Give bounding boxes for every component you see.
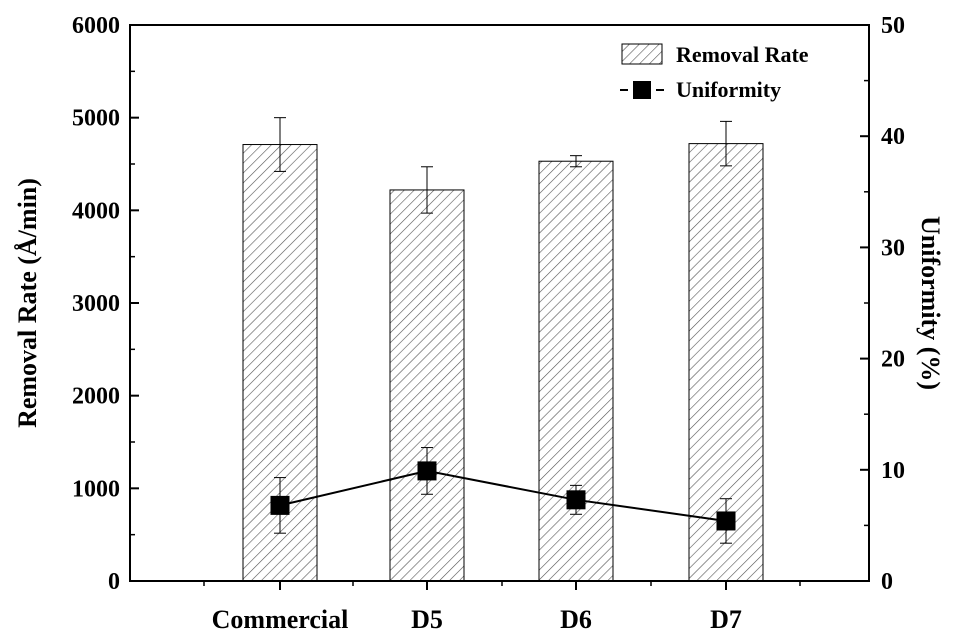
right-tick-label: 0 <box>881 569 893 595</box>
left-tick-label: 0 <box>108 569 120 595</box>
right-tick-label: 30 <box>881 235 905 261</box>
left-tick-label: 6000 <box>72 13 120 39</box>
left-axis-title: Removal Rate (Å/min) <box>13 178 42 428</box>
right-tick-label: 10 <box>881 458 905 484</box>
left-tick-label: 1000 <box>72 476 120 502</box>
bars-layer <box>242 117 764 582</box>
category-label-commercial: Commercial <box>212 605 349 634</box>
right-axis-title: Uniformity (%) <box>916 216 945 390</box>
legend-removal-rate-label: Removal Rate <box>676 42 809 67</box>
left-tick-label: 4000 <box>72 198 120 224</box>
uniformity-point-d7 <box>716 511 736 531</box>
right-tick-label: 20 <box>881 347 905 373</box>
legend-square-marker <box>633 81 651 99</box>
legend-uniformity-label: Uniformity <box>676 77 781 102</box>
category-label-d5: D5 <box>411 605 443 634</box>
left-tick-label: 3000 <box>72 291 120 317</box>
category-label-d7: D7 <box>710 605 742 634</box>
uniformity-line-layer <box>270 447 736 544</box>
uniformity-line <box>279 469 727 522</box>
uniformity-point-d6 <box>566 490 586 510</box>
left-axis: 0 1000 2000 3000 4000 5000 6000 <box>72 13 139 595</box>
x-axis: Commercial D5 D6 D7 <box>203 581 801 634</box>
left-tick-label: 5000 <box>72 106 120 132</box>
left-tick-label: 2000 <box>72 384 120 410</box>
category-label-d6: D6 <box>560 605 592 634</box>
uniformity-point-d5 <box>417 461 437 481</box>
bar-d6 <box>538 160 614 582</box>
legend: Removal Rate Uniformity <box>620 42 809 102</box>
uniformity-point-commercial <box>270 495 290 515</box>
bar-d5 <box>389 189 465 582</box>
right-tick-label: 50 <box>881 13 905 39</box>
right-axis: 0 10 20 30 40 50 <box>860 13 905 595</box>
legend-bar-swatch <box>621 43 663 65</box>
right-tick-label: 40 <box>881 124 905 150</box>
